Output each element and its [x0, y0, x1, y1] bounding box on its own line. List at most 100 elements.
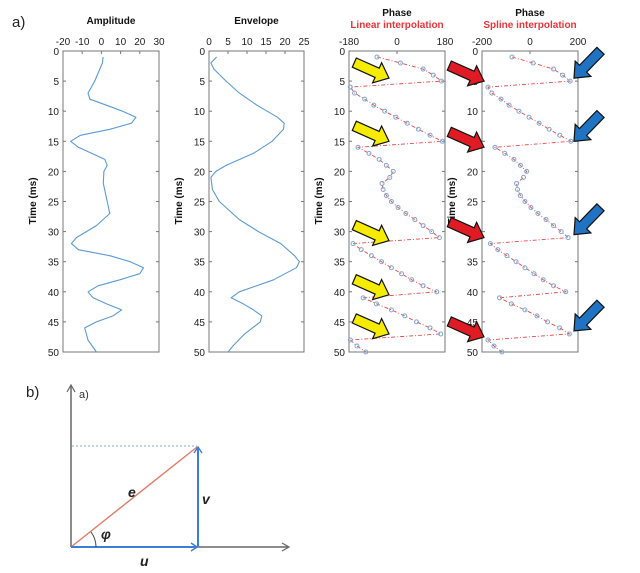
x-tick-label: -180: [339, 37, 359, 48]
y-tick-label: 10: [194, 107, 206, 118]
y-tick-label: 25: [48, 198, 60, 209]
blue-arrow-icon: [573, 299, 605, 332]
y-tick-label: 40: [467, 288, 479, 299]
y-tick-label: 20: [48, 167, 60, 178]
data-point: [551, 283, 557, 289]
y-tick-label: 25: [194, 198, 206, 209]
y-tick-label: 40: [334, 288, 346, 299]
red-arrow-icon: [446, 126, 485, 154]
blue-arrow-icon: [573, 203, 605, 236]
data-point: [388, 199, 394, 204]
data-point: [526, 114, 532, 120]
blue-arrow-icon: [573, 109, 605, 142]
x-tick-label: 10: [241, 37, 253, 48]
data-point: [371, 102, 377, 108]
chart-title: Envelope: [234, 16, 279, 27]
data-point: [521, 174, 527, 180]
x-tick-label: 20: [134, 37, 146, 48]
y-tick-label: 45: [48, 318, 60, 329]
y-tick-label: 15: [334, 137, 346, 148]
y-tick-label: 50: [48, 348, 60, 359]
label-v: v: [202, 491, 211, 507]
data-point: [439, 78, 445, 84]
data-point: [536, 120, 542, 126]
data-point: [402, 313, 408, 319]
data-point: [415, 126, 421, 132]
y-tick-label: 50: [334, 348, 346, 359]
data-point: [427, 325, 433, 331]
data-point: [504, 253, 510, 259]
y-tick-label: 25: [467, 198, 479, 209]
angle-arc: [90, 531, 97, 548]
data-point: [412, 217, 418, 223]
data-point: [387, 174, 393, 180]
data-point: [546, 126, 552, 132]
yellow-arrow-icon: [351, 57, 390, 84]
data-point: [485, 337, 491, 343]
y-tick-label: 20: [467, 167, 479, 178]
data-point: [383, 192, 389, 198]
data-point: [511, 156, 517, 162]
annotation-arrows: [351, 46, 605, 343]
y-tick-label: 20: [194, 167, 206, 178]
data-point: [502, 150, 508, 156]
data-point: [360, 295, 366, 301]
data-point: [497, 295, 503, 301]
x-tick-label: 0: [394, 37, 400, 48]
y-tick-label: 20: [334, 167, 346, 178]
y-tick-label: 40: [48, 288, 60, 299]
x-tick-label: 200: [570, 37, 587, 48]
x-tick-label: -200: [472, 37, 492, 48]
data-point: [558, 229, 564, 235]
panel-label-b: b): [26, 384, 39, 401]
data-point: [413, 319, 419, 325]
y-tick-label: 0: [472, 47, 478, 58]
data-point: [368, 253, 374, 259]
yellow-arrow-icon: [351, 313, 390, 340]
data-point: [380, 186, 386, 192]
data-point: [358, 247, 364, 253]
chart-1: Envelope 0 5 10 15 20 25 0 5 10 15 20 25 30 35 40 45 50 Ti…: [174, 16, 310, 359]
data-point: [506, 102, 512, 108]
data-point: [515, 186, 521, 192]
data-point: [534, 313, 540, 319]
data-point: [489, 90, 495, 96]
y-axis-arrowhead: [66, 383, 76, 393]
y-axis-label: Time (ms): [447, 177, 458, 224]
x-tick-label: -10: [75, 37, 90, 48]
x-tick-label: 30: [153, 37, 165, 48]
data-point: [540, 277, 546, 283]
blue-arrow-icon: [573, 46, 605, 79]
data-point: [436, 235, 442, 241]
data-point: [492, 144, 498, 150]
data-point: [399, 271, 405, 277]
data-point: [393, 114, 399, 120]
data-point: [545, 319, 551, 325]
data-point: [373, 301, 379, 307]
y-tick-label: 45: [194, 318, 206, 329]
data-point: [347, 337, 353, 343]
y-tick-label: 30: [48, 228, 60, 239]
label-phi: φ: [101, 526, 111, 542]
data-point: [404, 120, 410, 126]
data-point: [560, 72, 566, 78]
data-point: [565, 235, 571, 241]
yellow-arrow-icon: [351, 273, 390, 301]
data-point: [509, 54, 515, 60]
y-tick-label: 35: [467, 258, 479, 269]
x-tick-label: 180: [437, 37, 454, 48]
panel-label-a: a): [12, 14, 25, 31]
x-tick-label: 15: [260, 37, 272, 48]
x-tick-label: 0: [527, 37, 533, 48]
data-point: [379, 259, 385, 265]
data-point: [495, 247, 501, 253]
y-axis-label: Time (ms): [174, 177, 185, 224]
yellow-arrow-icon: [351, 120, 390, 147]
data-point: [557, 132, 563, 138]
data-point: [430, 72, 436, 78]
data-point: [513, 259, 519, 265]
chart-subtitle: Linear interpolation: [350, 20, 443, 31]
data-point: [551, 66, 557, 72]
data-point: [498, 96, 504, 102]
